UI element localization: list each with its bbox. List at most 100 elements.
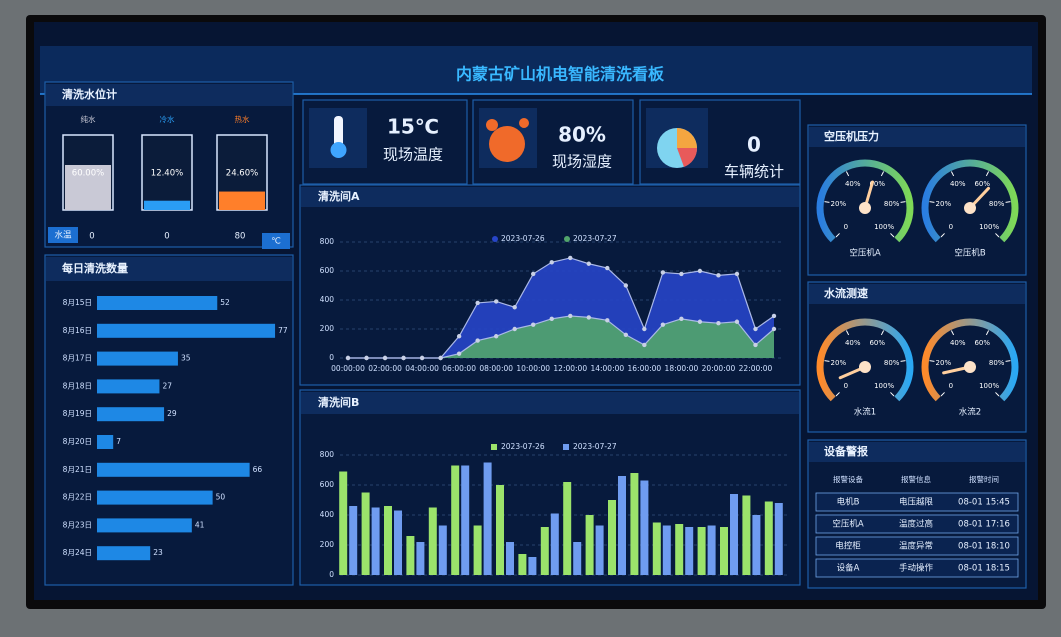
y-tick-label: 200 bbox=[320, 324, 335, 333]
temp-value: 0 bbox=[164, 232, 169, 242]
bar bbox=[496, 485, 504, 575]
tank-value: 60.00% bbox=[72, 169, 104, 179]
bar bbox=[540, 527, 549, 575]
gauge-tick-label: 60% bbox=[869, 180, 885, 188]
bar bbox=[640, 480, 649, 575]
line bbox=[348, 315, 775, 359]
y-tick-label: 800 bbox=[320, 450, 335, 459]
gauge-tick-label: 20% bbox=[936, 200, 952, 208]
point bbox=[642, 326, 647, 332]
panel-title: 水流测速 bbox=[824, 286, 868, 300]
point bbox=[419, 355, 425, 361]
panel-title: 清洗间B bbox=[318, 395, 359, 409]
bar bbox=[97, 546, 151, 561]
point bbox=[605, 265, 610, 271]
category-label: 8月22日 bbox=[63, 493, 92, 502]
gauge-tick-label: 100% bbox=[874, 223, 894, 231]
panel-title: 空压机压力 bbox=[824, 129, 879, 143]
gauge-tick bbox=[940, 233, 945, 238]
gauge-label: 空压机B bbox=[954, 248, 986, 259]
gauge-arc bbox=[921, 318, 1019, 402]
kpi-value: 0 bbox=[747, 133, 761, 157]
table-header: 报警信息 bbox=[901, 474, 931, 484]
bar bbox=[573, 542, 582, 575]
bar bbox=[97, 323, 276, 338]
gauge-tick-label: 40% bbox=[950, 180, 966, 188]
gauge-hub bbox=[964, 202, 976, 214]
y-tick-label: 600 bbox=[320, 480, 335, 489]
table-cell: 温度异常 bbox=[899, 541, 933, 552]
gauge-tick bbox=[995, 392, 1000, 397]
gauge-tick bbox=[835, 392, 840, 397]
bar bbox=[774, 503, 783, 575]
bar bbox=[461, 465, 470, 575]
bar bbox=[518, 554, 527, 575]
gauge-tick-label: 60% bbox=[869, 339, 885, 347]
point bbox=[642, 342, 647, 348]
bar bbox=[97, 518, 192, 533]
gauge-tick bbox=[940, 392, 945, 397]
point bbox=[512, 305, 517, 310]
point bbox=[364, 355, 369, 361]
point bbox=[753, 326, 758, 332]
thermometer bbox=[334, 116, 343, 148]
panel-header bbox=[809, 442, 1025, 462]
panel bbox=[807, 124, 1027, 276]
bar bbox=[97, 296, 218, 310]
gauge-label: 水流2 bbox=[959, 407, 981, 418]
value-label: 50 bbox=[216, 493, 226, 502]
bar bbox=[473, 525, 482, 575]
point bbox=[456, 334, 462, 339]
gauge-hub bbox=[964, 361, 976, 373]
gauge-tick bbox=[1005, 201, 1011, 203]
panel-title: 清洗水位计 bbox=[62, 87, 117, 101]
point bbox=[771, 326, 777, 332]
bar bbox=[97, 351, 178, 366]
table-cell: 08-01 15:45 bbox=[958, 498, 1010, 508]
point bbox=[493, 334, 499, 339]
kpi-value: 15℃ bbox=[387, 115, 439, 139]
table-header: 报警设备 bbox=[833, 474, 863, 484]
gauge-tick-label: 80% bbox=[989, 200, 1005, 208]
value-label: 23 bbox=[153, 548, 163, 557]
category-label: 8月23日 bbox=[63, 520, 92, 529]
table-cell: 电机B bbox=[837, 497, 860, 508]
gauge-tick bbox=[845, 171, 850, 177]
point bbox=[623, 332, 629, 337]
table-cell: 设备A bbox=[837, 563, 860, 574]
tank-fill bbox=[144, 200, 190, 210]
table-cell: 温度过高 bbox=[899, 519, 933, 530]
droplet bbox=[519, 118, 529, 128]
panel-header bbox=[809, 284, 1025, 304]
tank-label: 纯水 bbox=[81, 114, 96, 124]
category-label: 8月21日 bbox=[63, 465, 92, 474]
point bbox=[660, 322, 666, 327]
gauge-arc bbox=[816, 159, 914, 243]
point bbox=[345, 355, 351, 361]
point bbox=[660, 270, 666, 275]
legend-swatch bbox=[564, 236, 570, 242]
table-cell: 手动操作 bbox=[899, 563, 934, 574]
panel bbox=[807, 281, 1027, 433]
bar bbox=[406, 536, 415, 575]
pie-icon-slice bbox=[677, 148, 698, 167]
bar bbox=[563, 482, 572, 575]
value-label: 35 bbox=[181, 354, 191, 363]
x-tick-label: 20:00:00 bbox=[702, 364, 736, 373]
value-label: 77 bbox=[278, 326, 288, 335]
dashboard-title: 内蒙古矿山机电智能清洗看板 bbox=[456, 65, 665, 84]
gauge-tick bbox=[929, 360, 935, 362]
gauge-tick bbox=[890, 392, 895, 397]
bar bbox=[764, 501, 773, 575]
value-label: 66 bbox=[253, 465, 263, 474]
bar bbox=[662, 525, 671, 575]
point bbox=[493, 299, 499, 304]
bar bbox=[97, 462, 250, 477]
gauge-tick bbox=[985, 330, 990, 336]
point bbox=[456, 351, 462, 356]
bar bbox=[416, 542, 425, 575]
tank-label: 热水 bbox=[235, 114, 250, 124]
x-tick-label: 04:00:00 bbox=[405, 364, 439, 373]
gauge-hub bbox=[859, 202, 871, 214]
x-tick-label: 16:00:00 bbox=[628, 364, 662, 373]
